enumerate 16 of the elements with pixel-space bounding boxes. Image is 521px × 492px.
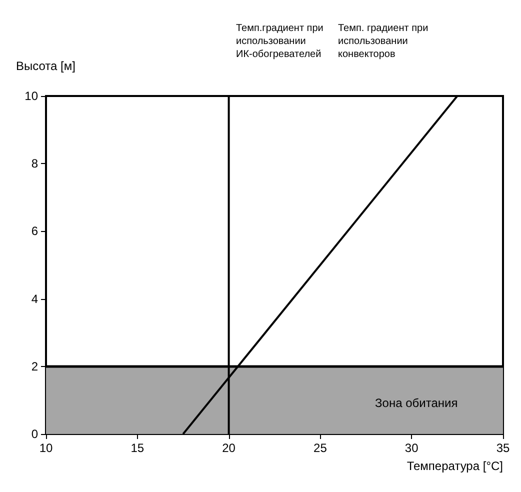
y-tick-label: 2	[31, 359, 38, 374]
x-tick-label: 20	[222, 441, 236, 455]
text: Темп. градиент при использовании конвекторов	[338, 23, 428, 60]
x-tick-label: 15	[130, 441, 144, 455]
x-tick-label: 30	[404, 441, 419, 455]
y-tick-label: 0	[31, 427, 38, 441]
y-tick-label: 8	[31, 156, 38, 171]
y-tick-label: 10	[24, 89, 38, 103]
band-label: Зона обитания	[375, 396, 458, 410]
y-axis-title: Высота [м]	[16, 59, 76, 73]
x-tick-label: 35	[496, 441, 510, 455]
text: Темп.градиент при использовании ИК-обогревателей	[236, 23, 324, 60]
x-axis-title: Температура [°C]	[406, 459, 504, 473]
y-tick-label: 4	[31, 292, 38, 306]
x-tick-label: 25	[314, 441, 328, 455]
y-tick-label: 6	[31, 224, 38, 238]
